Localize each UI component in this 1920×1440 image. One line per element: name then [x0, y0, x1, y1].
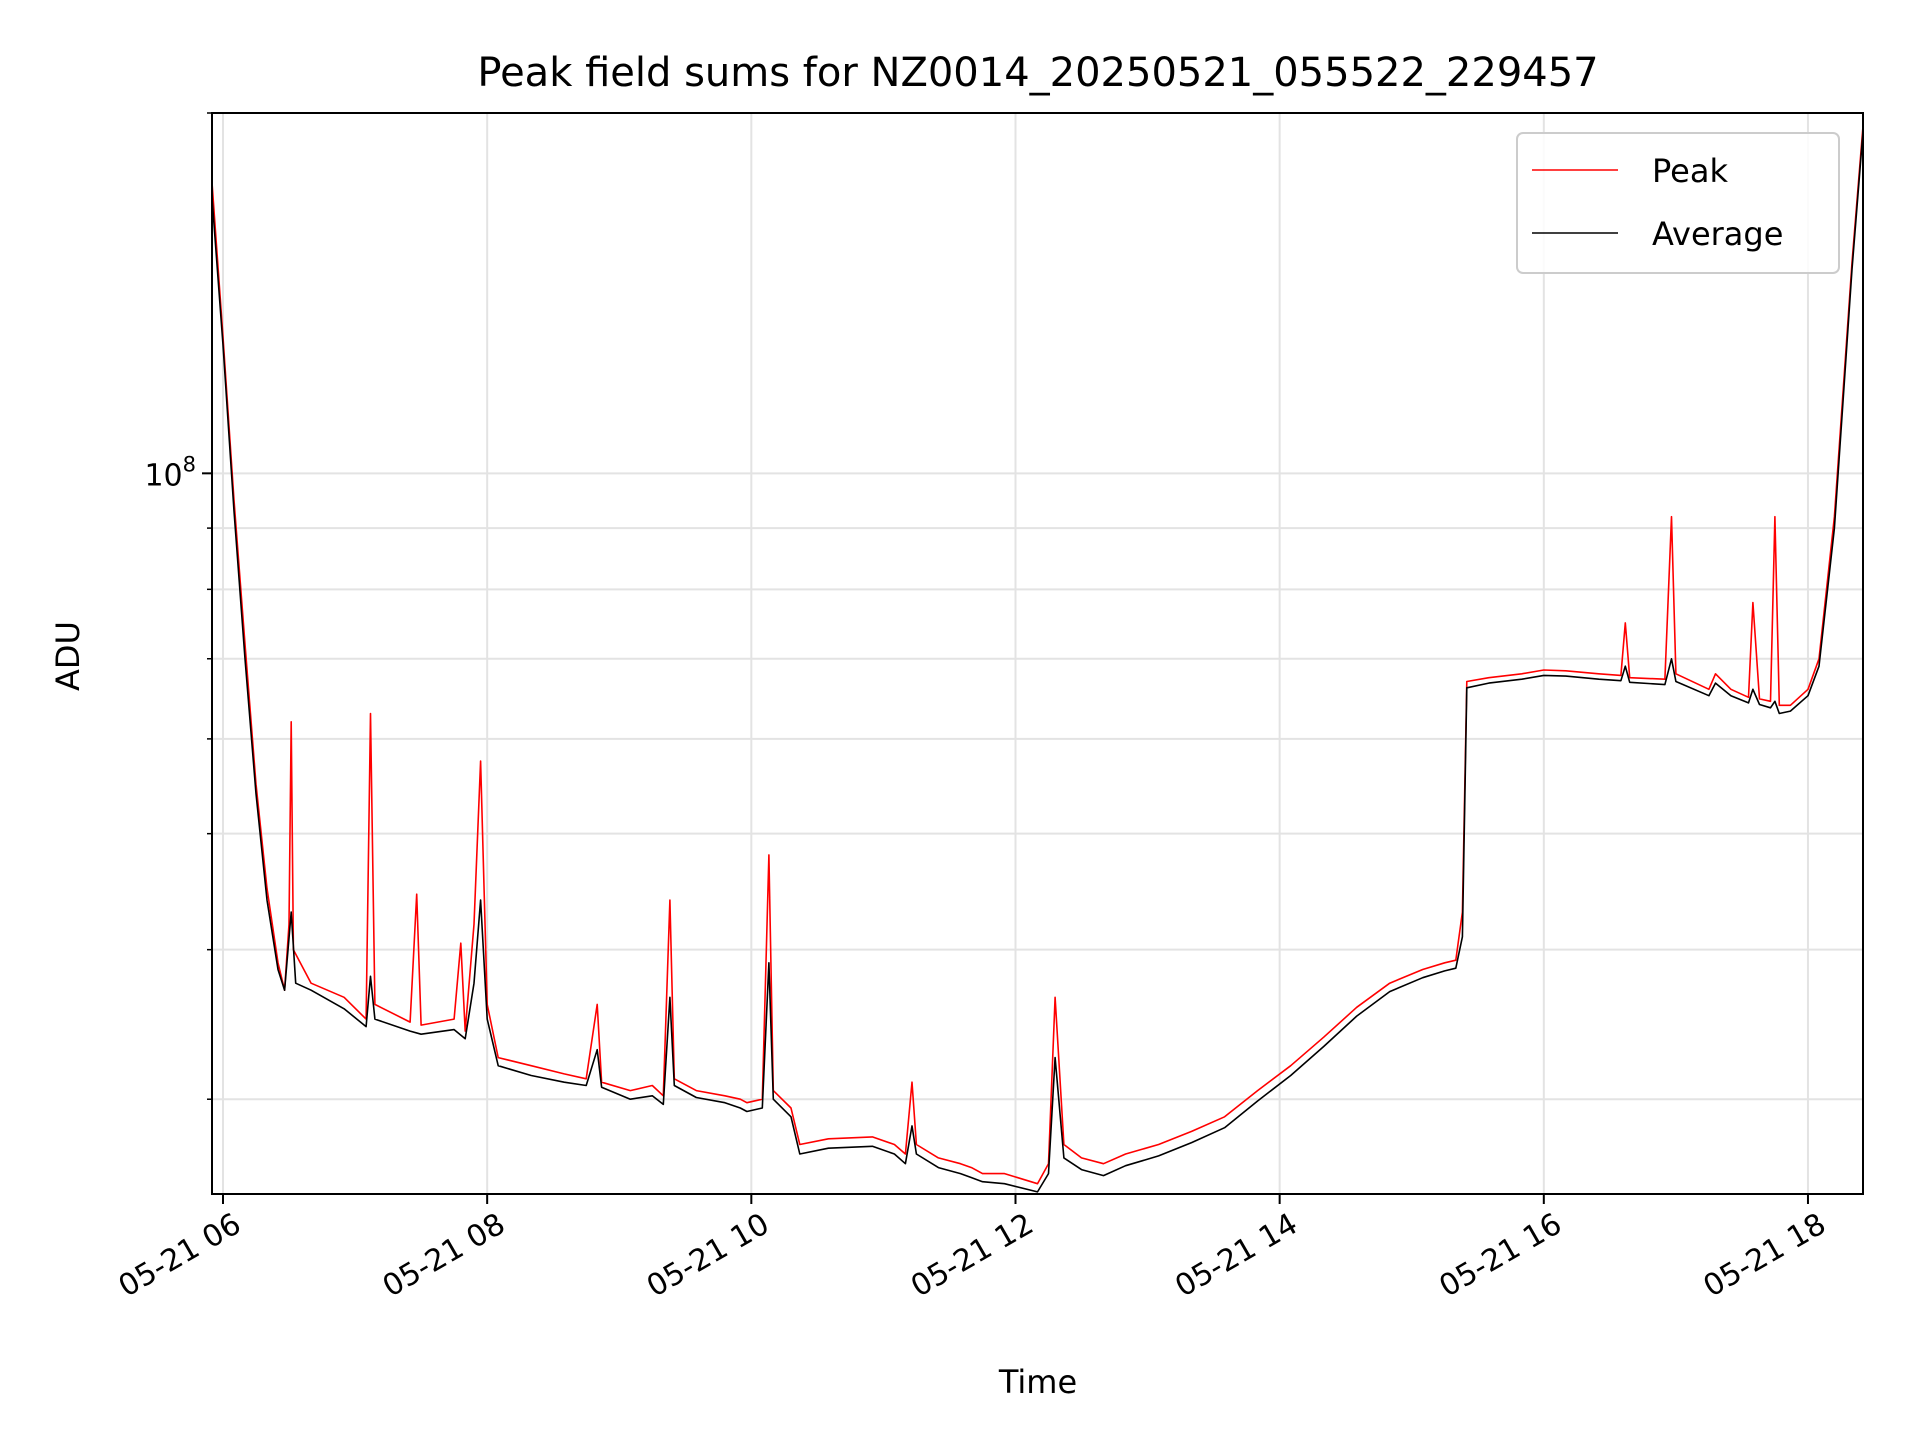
legend: Peak Average: [1516, 132, 1840, 274]
x-axis-label: Time: [998, 1363, 1077, 1401]
legend-box: [1516, 132, 1840, 274]
legend-label-peak: Peak: [1652, 152, 1728, 190]
legend-label-average: Average: [1652, 215, 1783, 253]
chart-title: Peak field sums for NZ0014_20250521_0555…: [477, 50, 1598, 96]
grid: [212, 112, 1863, 1194]
series-layer: [211, 126, 1864, 1193]
y-tick-label: 108: [144, 452, 196, 493]
series-line-average: [211, 131, 1864, 1193]
y-tick-label-exponent: 8: [183, 452, 196, 476]
series-line-peak: [211, 126, 1864, 1185]
y-tick-label-base: 10: [144, 458, 182, 493]
y-axis-label: ADU: [49, 621, 87, 691]
plot-frame: [211, 112, 1864, 1195]
